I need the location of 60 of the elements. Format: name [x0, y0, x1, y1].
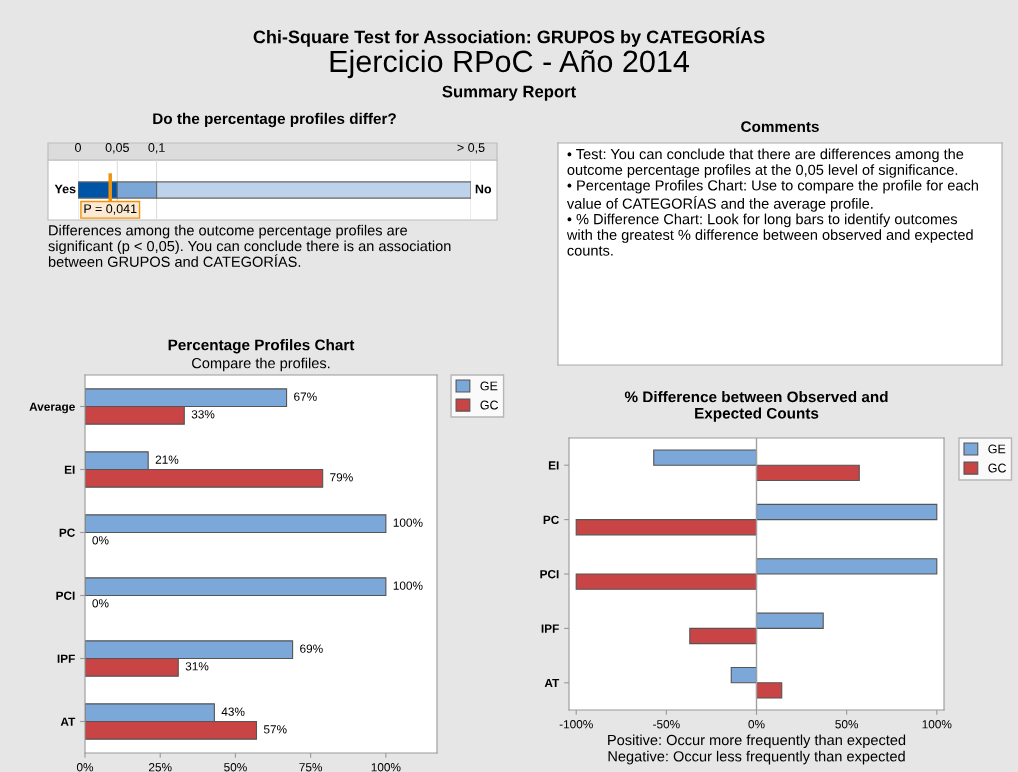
legend-label: GE: [988, 444, 1006, 454]
x-tick-label: -50%: [653, 720, 680, 729]
data-label: 57%: [263, 725, 287, 734]
x-tick-label: 100%: [371, 763, 401, 772]
y-tick-label: PCI: [540, 570, 559, 579]
x-tick-label: > 0,5: [457, 143, 485, 154]
text: Summary Report: [442, 85, 576, 101]
x-tick-label: 25%: [148, 763, 172, 772]
y-tick-label: AT: [60, 717, 76, 726]
y-tick-label: IPF: [541, 624, 559, 633]
y-tick-label: PC: [59, 528, 75, 537]
x-tick-label: 0,1: [148, 143, 165, 154]
data-label: 21%: [155, 455, 179, 464]
legend-label: GE: [480, 381, 498, 391]
x-tick-label: 0%: [748, 720, 765, 729]
y-tick-label: Average: [29, 402, 75, 414]
legend-label: GC: [988, 463, 1007, 473]
legend-label: GC: [480, 400, 499, 410]
data-label: 69%: [300, 644, 323, 653]
text: • Percentage Profiles Chart: Use to compare the profile for each value of CATEGORÍAS and the average profile.: [566, 179, 978, 212]
chart-title: Percentage Profiles Chart: [168, 339, 355, 354]
data-label: 100%: [393, 518, 423, 527]
text: Comments: [741, 121, 819, 133]
text: • Test: You can conclude that there are differences among the outcome percentage profiles at the 0,05 level of significance.: [567, 148, 964, 178]
y-tick-label: PCI: [56, 591, 75, 600]
data-label: 0%: [92, 599, 109, 608]
y-tick-label: EI: [548, 461, 559, 470]
text: • % Difference Chart: Look for long bars to identify outcomes with the greatest % difference between observed and expected counts.: [566, 213, 973, 256]
x-tick-label: 0,05: [105, 143, 129, 154]
y-tick-label: PC: [543, 515, 559, 524]
text: Negative: Occur less frequently than expected: [608, 750, 905, 765]
y-tick-label: IPF: [57, 654, 75, 663]
x-tick-label: 0%: [76, 763, 94, 772]
data-label: 31%: [185, 662, 209, 671]
chart-subtitle: Compare the profiles.: [192, 357, 330, 372]
ref-line-label: P = 0,041: [84, 204, 137, 215]
x-tick-label: 100%: [922, 720, 952, 729]
bar: [85, 514, 387, 534]
bar: [85, 577, 387, 597]
data-label: 43%: [221, 707, 245, 716]
y-tick-label: AT: [544, 678, 560, 688]
x-tick-label: 75%: [299, 763, 323, 772]
chart-title: % Difference between Observed and Expected Counts: [624, 391, 888, 422]
data-label: 0%: [92, 536, 109, 545]
text: Ejercicio RPoC - Año 2014: [330, 49, 689, 79]
data-label: 67%: [294, 392, 317, 401]
text: Chi-Square Test for Association: GRUPOS by CATEGORÍAS: [253, 27, 765, 47]
text: Positive: Occur more frequently than expected: [608, 734, 906, 749]
y-tick-label: EI: [64, 465, 75, 474]
text: No: [475, 184, 492, 194]
x-tick-label: 50%: [224, 763, 247, 772]
data-label: 100%: [393, 581, 423, 590]
x-tick-label: 50%: [835, 720, 859, 729]
text: Yes: [54, 184, 76, 194]
chart-title: Do the percentage profiles differ?: [153, 112, 396, 128]
data-label: 33%: [191, 410, 215, 419]
x-tick-label: -100%: [559, 720, 593, 729]
data-label: 79%: [330, 473, 353, 482]
text: Differences among the outcome percentage profiles are significant (p < 0,05). You can conclude there is an association between GRUPOS and CATEGORÍAS.: [48, 224, 451, 267]
x-tick-label: 0: [75, 143, 81, 152]
